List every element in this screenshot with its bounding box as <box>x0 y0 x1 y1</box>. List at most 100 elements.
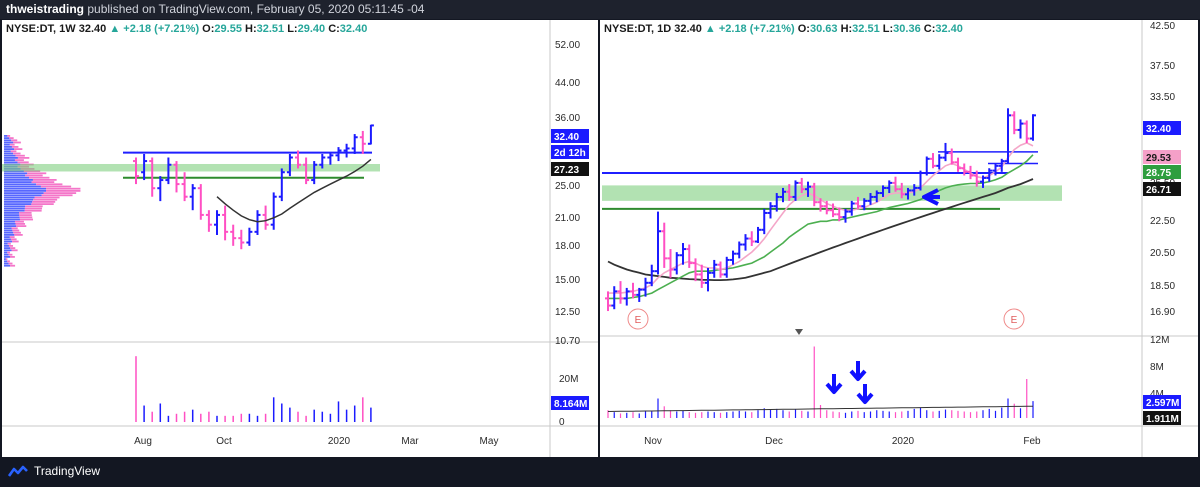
weekly-volume-badge: 8.164M <box>554 399 587 410</box>
daily-volume <box>607 346 1034 418</box>
daily-bar-13 <box>686 244 693 268</box>
weekly-profile-up-34 <box>4 209 25 212</box>
weekly-profile-up-10 <box>4 157 18 159</box>
daily-bar-29 <box>786 184 793 201</box>
weekly-profile-down-12 <box>17 161 29 164</box>
weekly-profile-up-1 <box>4 137 10 139</box>
daily-chart[interactable]: EE42.5037.5033.5025.5022.5020.5018.5016.… <box>598 20 1198 457</box>
weekly-profile-down-56 <box>5 258 8 260</box>
weekly-price-tick-5: 18.00 <box>555 241 580 252</box>
daily-bar-18 <box>717 261 724 278</box>
daily-background <box>600 20 1198 457</box>
daily-bar-38 <box>842 208 849 223</box>
weekly-profile-down-39 <box>14 220 24 223</box>
weekly-profile-up-6 <box>4 148 15 150</box>
daily-bar-4 <box>630 282 636 299</box>
author-name[interactable]: thweistrading <box>6 2 85 16</box>
weekly-profile-up-21 <box>4 181 32 183</box>
daily-bar-12 <box>680 243 686 265</box>
weekly-profile-down-35 <box>19 212 32 214</box>
weekly-profile-down-5 <box>11 146 19 148</box>
daily-earnings-circle-1 <box>1003 308 1025 330</box>
footer-bar <box>0 459 1200 487</box>
weekly-profile-up-18 <box>4 174 26 177</box>
tradingview-logo[interactable]: TradingView <box>8 464 100 478</box>
daily-bar-68 <box>1030 114 1036 141</box>
weekly-chart[interactable]: 52.00 44.00 36.00 25.00 21.00 18.00 15.00 12.50… <box>2 20 600 457</box>
weekly-time-tick-4: May <box>480 436 499 447</box>
weekly-profile-down-43 <box>12 229 20 232</box>
daily-down-arrow-1 <box>849 361 867 381</box>
weekly-profile-up-52 <box>4 249 12 252</box>
daily-bar-43 <box>873 190 880 203</box>
weekly-profile-down-25 <box>46 190 81 192</box>
weekly-profile-up-3 <box>4 141 14 144</box>
weekly-profile-down-36 <box>19 214 32 216</box>
weekly-profile-up-35 <box>4 212 20 214</box>
weekly-time-tick-0: Aug <box>134 436 152 447</box>
weekly-bar-22 <box>311 161 318 185</box>
daily-bar-58 <box>967 165 974 180</box>
weekly-bar-11 <box>222 205 229 241</box>
publish-header: thweistrading published on TradingView.c… <box>0 0 1200 19</box>
weekly-profile-down-0 <box>7 135 11 137</box>
daily-marker-triangle <box>795 329 803 335</box>
weekly-profile-up-4 <box>4 143 10 146</box>
weekly-bar-29 <box>367 124 374 145</box>
daily-price-tick-2: 33.50 <box>1150 92 1175 103</box>
weekly-profile-down-40 <box>15 223 26 225</box>
daily-bar-49 <box>911 184 918 196</box>
daily-long-ma-badge: 26.71 <box>1146 185 1171 196</box>
daily-mid-ma-badge: 28.75 <box>1146 168 1171 179</box>
daily-price-tick-0: 42.50 <box>1150 21 1175 32</box>
daily-legend-part-4: O: <box>798 23 810 35</box>
weekly-volume-tick-20m: 20M <box>559 374 578 385</box>
daily-volume-tick-12m: 12M <box>1150 335 1169 346</box>
daily-left-arrow <box>922 188 940 206</box>
weekly-price-tick-4: 21.00 <box>555 213 580 224</box>
weekly-profile-up-49 <box>4 242 8 245</box>
weekly-countdown-badge: 2d 12h <box>554 148 586 159</box>
weekly-bar-6 <box>181 172 188 202</box>
weekly-countdown-badge-bg <box>551 145 589 159</box>
daily-bar-34 <box>817 198 824 212</box>
daily-legend-part-9: 30.36 <box>893 23 924 35</box>
weekly-profile-down-22 <box>36 183 63 186</box>
weekly-profile-down-2 <box>11 139 18 142</box>
weekly-profile-down-17 <box>27 172 47 175</box>
daily-bar-48 <box>905 187 911 200</box>
daily-time-tick-1: Dec <box>765 436 783 447</box>
weekly-bar-17 <box>270 192 277 230</box>
daily-price-tick-6: 18.50 <box>1150 281 1175 292</box>
weekly-legend-part-4: O: <box>202 23 214 35</box>
daily-fast-ma-badge: 29.53 <box>1146 153 1171 164</box>
weekly-profile-down-31 <box>31 203 54 205</box>
daily-price-tick-7: 16.90 <box>1150 307 1175 318</box>
weekly-price-tick-0: 52.00 <box>555 40 580 51</box>
published-text: published on TradingView.com, February 0… <box>87 2 425 16</box>
daily-price-badge-bg <box>1143 121 1181 135</box>
weekly-profile-down-1 <box>9 137 14 139</box>
weekly-profile-down-42 <box>11 227 18 230</box>
weekly-profile-up-39 <box>4 220 15 223</box>
weekly-legend-part-11: 32.40 <box>340 23 368 35</box>
daily-bar-63 <box>998 158 1005 172</box>
weekly-profile-down-28 <box>34 196 60 199</box>
weekly-legend: NYSE:DT, 1W 32.40 ▲ +2.18 (+7.21%) O:29.… <box>6 23 367 35</box>
daily-bar-27 <box>773 193 780 212</box>
weekly-volume-tick-0: 0 <box>559 417 565 428</box>
daily-bar-40 <box>855 196 861 209</box>
daily-bar-66 <box>1017 119 1024 139</box>
daily-bar-21 <box>736 241 743 259</box>
weekly-profile-down-57 <box>7 260 10 263</box>
daily-left-arrow-head <box>922 188 939 206</box>
daily-bar-24 <box>755 226 761 244</box>
weekly-legend-part-9: 29.40 <box>298 23 329 35</box>
weekly-profile-down-33 <box>24 207 42 210</box>
weekly-legend-part-8: L: <box>287 23 297 35</box>
daily-bar-52 <box>930 153 936 169</box>
weekly-profile-down-59 <box>10 264 16 267</box>
weekly-profile-up-45 <box>4 234 15 236</box>
weekly-profile-up-50 <box>4 245 9 247</box>
weekly-profile-up-20 <box>4 179 33 181</box>
